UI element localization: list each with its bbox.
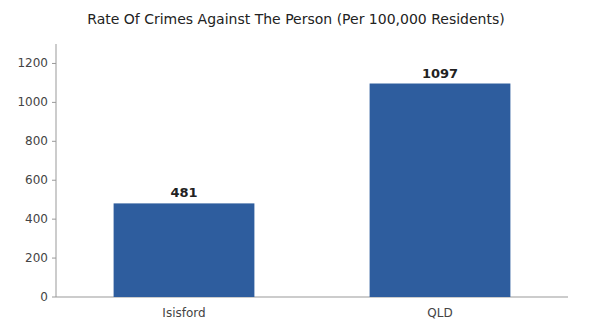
chart-title: Rate Of Crimes Against The Person (Per 1… — [87, 11, 504, 27]
bar — [114, 203, 255, 297]
tick-mark — [52, 63, 56, 64]
category-label: QLD — [427, 306, 452, 320]
data-label: 481 — [170, 185, 197, 200]
tick-mark — [52, 141, 56, 142]
category-label: Isisford — [162, 306, 205, 320]
tick-label: 1000 — [17, 95, 48, 109]
tick-label: 600 — [25, 173, 48, 187]
tick-mark — [52, 102, 56, 103]
tick-label: 0 — [40, 290, 48, 304]
tick-label: 1200 — [17, 56, 48, 70]
data-label: 1097 — [422, 66, 458, 81]
y-axis-line — [56, 44, 57, 297]
chart-container: Rate Of Crimes Against The Person (Per 1… — [0, 0, 592, 333]
labels: 481 1097 — [170, 66, 458, 201]
tick-mark — [52, 258, 56, 259]
tick-label: 200 — [25, 251, 48, 265]
tick-mark — [52, 180, 56, 181]
y-axis: 0 200 400 600 800 1000 1200 — [17, 44, 56, 304]
chart-svg: Rate Of Crimes Against The Person (Per 1… — [0, 0, 592, 333]
tick-label: 800 — [25, 134, 48, 148]
tick-mark — [52, 219, 56, 220]
tick-label: 400 — [25, 212, 48, 226]
bar — [370, 84, 511, 297]
bars — [114, 84, 511, 297]
tick-mark — [52, 297, 56, 298]
